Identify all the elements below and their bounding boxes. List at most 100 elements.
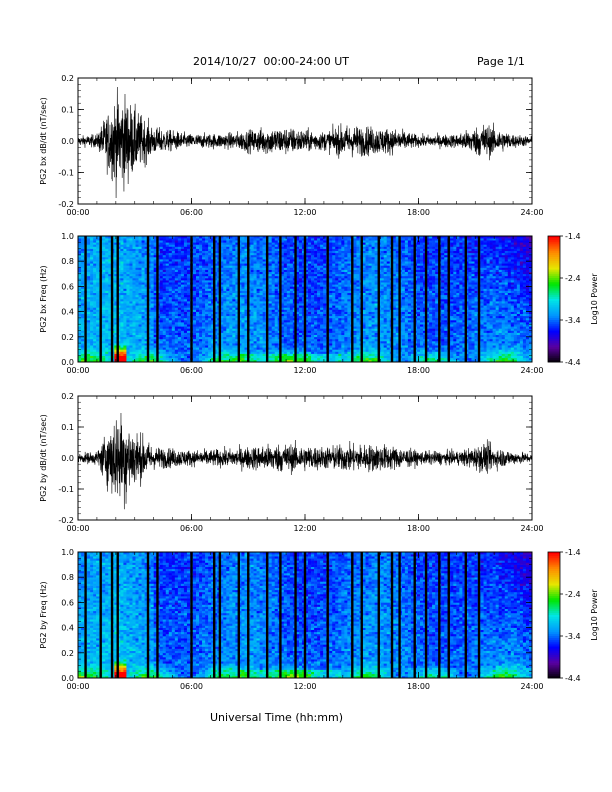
spectrogram-cell <box>81 290 85 293</box>
spectrogram-cell <box>81 269 85 272</box>
spectrogram-cell <box>211 326 215 329</box>
spectrogram-cell <box>186 282 191 285</box>
spectrogram-cell <box>232 294 236 298</box>
spectrogram-cell <box>108 326 112 329</box>
spectrogram-cell <box>196 278 200 281</box>
spectrogram-cell <box>220 275 224 279</box>
spectrogram-cell <box>199 282 203 285</box>
spectrogram-cell <box>232 259 236 262</box>
spectrogram-cell <box>144 271 148 275</box>
spectrogram-cell <box>226 271 230 275</box>
spectrogram-cell <box>241 250 245 254</box>
spectrogram-cell <box>108 259 112 262</box>
spectrogram-cell <box>208 261 212 264</box>
spectrogram-cell <box>186 263 191 266</box>
spectrogram-cell <box>168 341 173 344</box>
spectrogram-cell <box>280 271 285 275</box>
spectrogram-cell <box>235 242 239 245</box>
spectrogram-cell <box>241 248 245 251</box>
spectrogram-cell <box>81 336 85 340</box>
spectrogram-cell <box>177 353 182 356</box>
spectrogram-cell <box>138 343 142 346</box>
spectrogram-cell <box>262 345 266 348</box>
spectrogram-cell <box>135 328 139 331</box>
spectrogram-cell <box>250 345 254 348</box>
spectrogram-cell <box>174 353 179 356</box>
spectrogram-cell <box>205 359 209 363</box>
spectrogram-cell <box>235 303 239 306</box>
spectrogram-cell <box>211 296 215 300</box>
spectrogram-cell <box>180 307 185 310</box>
spectrogram-cell <box>238 257 242 260</box>
spectrogram-cell <box>132 242 136 245</box>
spectrogram-cell <box>177 242 182 245</box>
spectrogram-cell <box>211 265 215 268</box>
spectrogram-cell <box>81 275 85 279</box>
spectrogram-cell <box>305 259 309 262</box>
spectrogram-cell <box>268 355 273 359</box>
spectrogram-cell <box>226 254 230 258</box>
spectrogram-cell <box>311 288 315 291</box>
spectrogram-cell <box>150 303 154 306</box>
spectrogram-cell <box>241 271 245 275</box>
spectrogram-cell <box>123 242 127 245</box>
spectrogram-cell <box>232 244 236 247</box>
spectrogram-cell <box>271 252 276 256</box>
spectrogram-cell <box>141 292 145 296</box>
spectrogram-cell <box>286 292 291 296</box>
spectrogram-cell <box>220 309 224 312</box>
spectrogram-cell <box>208 311 212 314</box>
spectrogram-cell <box>280 311 285 314</box>
spectrogram-cell <box>229 317 233 321</box>
spectrogram-cell <box>308 246 312 249</box>
spectrogram-cell <box>223 257 227 260</box>
spectrogram-cell <box>320 267 324 270</box>
spectrogram-cell <box>308 317 312 321</box>
spectrogram-cell <box>271 338 276 342</box>
spectrogram-cell <box>320 357 324 361</box>
spectrogram-cell <box>211 248 215 251</box>
spectrogram-cell <box>177 252 182 256</box>
spectrogram-cell <box>105 236 109 239</box>
spectrogram-cell <box>165 359 170 363</box>
spectrogram-cell <box>226 278 230 281</box>
spectrogram-cell <box>298 273 303 277</box>
spectrogram-cell <box>235 313 239 317</box>
spectrogram-cell <box>135 263 139 266</box>
spectrogram-cell <box>108 246 112 249</box>
spectrogram-cell <box>174 315 179 319</box>
spectrogram-cell <box>105 307 109 310</box>
spectrogram-cell <box>171 282 176 285</box>
spectrogram-cell <box>311 252 315 256</box>
spectrogram-cell <box>183 275 188 279</box>
spectrogram-cell <box>129 282 133 285</box>
spectrogram-cell <box>250 343 254 346</box>
spectrogram-cell <box>235 248 239 251</box>
spectrogram-cell <box>283 341 288 344</box>
spectrogram-cell <box>259 257 263 260</box>
spectrogram-cell <box>126 317 130 321</box>
spectrogram-cell <box>168 332 173 335</box>
spectrogram-cell <box>301 305 306 308</box>
spectrogram-cell <box>193 238 197 241</box>
spectrogram-cell <box>183 242 188 245</box>
spectrogram-cell <box>90 307 94 310</box>
spectrogram-cell <box>268 240 273 243</box>
spectrogram-cell <box>183 338 188 342</box>
spectrogram-cell <box>87 320 91 323</box>
spectrogram-cell <box>301 330 306 333</box>
spectrogram-cell <box>168 275 173 279</box>
spectrogram-cell <box>153 313 157 317</box>
spectrogram-cell <box>141 353 145 356</box>
spectrogram-cell <box>226 332 230 335</box>
spectrogram-cell <box>180 263 185 266</box>
spectrogram-cell <box>283 324 288 327</box>
spectrogram-cell <box>120 238 124 241</box>
spectrogram-cell <box>308 336 312 340</box>
spectrogram-cell <box>96 284 100 287</box>
spectrogram-cell <box>117 275 121 279</box>
spectrogram-cell <box>286 299 291 302</box>
spectrogram-cell <box>262 313 266 317</box>
spectrogram-cell <box>114 240 118 243</box>
spectrogram-cell <box>162 324 167 327</box>
